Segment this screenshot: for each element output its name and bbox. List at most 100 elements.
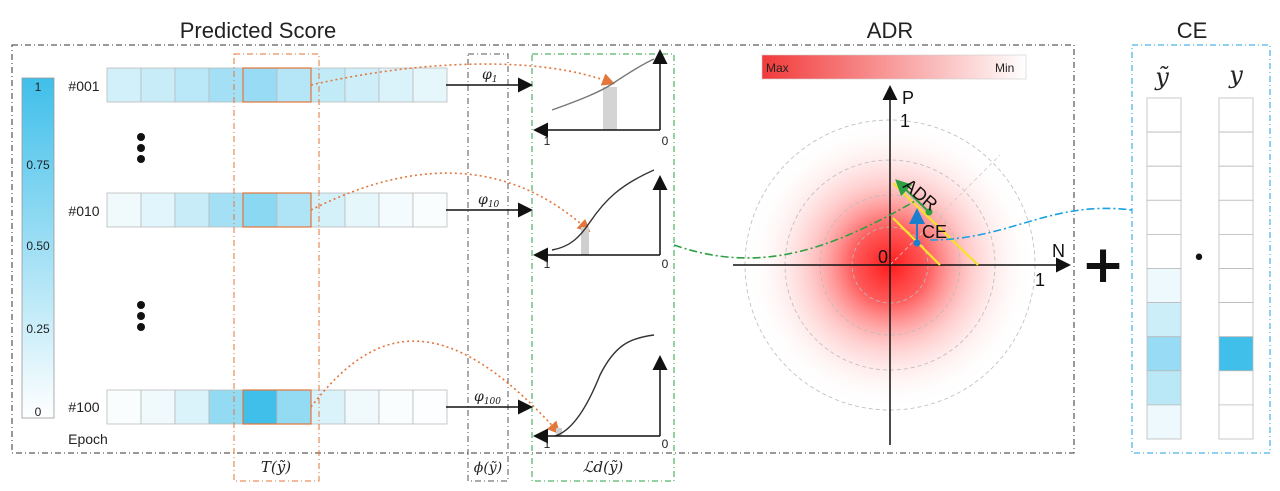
score-cell [242,192,278,228]
prediction-cell [1146,131,1182,167]
prediction-cell [1146,404,1182,440]
score-cell [412,389,448,425]
score-cell [106,67,142,103]
score-cell [106,389,142,425]
plus-operator: + [1081,235,1125,295]
ytilde-label: ỹ [1154,63,1169,91]
score-cell [174,389,210,425]
score-cell [140,67,176,103]
score-cell [242,389,278,425]
n-one-label: 1 [1035,270,1045,290]
mapping-curve [310,63,615,86]
predicted-score-title: Predicted Score [180,18,337,43]
prediction-cell [1146,268,1182,303]
phi-frame [467,53,509,482]
adr-arrow [895,179,930,213]
score-cell [174,192,210,228]
ce-point [913,239,921,247]
score-cell [310,389,346,425]
mini-plot-010: 1 0 [533,169,669,271]
score-cell [344,67,380,103]
mini-plot-001: 1 0 [533,49,669,148]
score-cell [412,192,448,228]
ellipsis-dots [137,133,145,331]
prediction-cell [1146,233,1182,269]
score-cell [208,67,244,103]
ld-label: ℒd(ỹ) [583,458,624,476]
mini-x-right: 0 [662,257,669,271]
score-cell [174,67,210,103]
mini-plot-100: 1 0 [533,334,669,451]
target-label: T(ỹ) [261,458,291,476]
colorbar-tick: 0.50 [26,239,50,253]
colorbar-tick: 0 [35,405,42,419]
p-one-label: 1 [900,111,910,131]
ce-arrow-label: CE [922,222,947,242]
yellow-line [892,182,979,266]
score-cell [344,389,380,425]
score-cell [378,389,414,425]
score-cell [276,192,312,228]
score-cell [378,67,414,103]
ce-title: CE [1177,18,1208,43]
y-label: y [1228,61,1243,89]
ytilde-column [1146,97,1182,440]
dot-operator: • [1193,246,1206,271]
colorbar-min-label: Min [995,61,1014,75]
colorbar-tick: 0.75 [26,158,50,172]
phi-1-label: φ1 [482,67,498,85]
epoch-label: #001 [68,78,99,94]
adr-link-curve [673,199,918,259]
target-frame [233,53,320,482]
label-cell [1218,336,1254,372]
colorbar-tick: 0.25 [26,322,50,336]
score-cell [310,192,346,228]
score-row-001 [106,67,448,103]
score-row-010 [106,192,448,228]
phi-label: ϕ(ỹ) [474,460,502,476]
score-cell [276,389,312,425]
score-cell [208,192,244,228]
adr-title: ADR [867,18,913,43]
label-cell [1218,370,1254,406]
phi-100-label: φ100 [474,389,501,407]
score-cell [412,67,448,103]
score-cell [276,67,312,103]
score-cell [242,67,278,103]
epoch-axis-label: Epoch [68,431,108,447]
label-cell [1218,199,1254,235]
prediction-cell [1146,370,1182,406]
mini-x-left: 1 [544,134,551,148]
prediction-cell [1146,165,1182,201]
mapping-curve [310,172,591,233]
mini-x-left: 1 [544,257,551,271]
score-cell [378,192,414,228]
origin-label: 0 [878,247,888,267]
epoch-label: #100 [68,399,99,415]
ld-frame [531,53,675,482]
score-row-100 [106,389,448,425]
prediction-cell [1146,199,1182,235]
ce-frame [1131,44,1271,454]
y-column [1218,97,1254,440]
diagonal-guide [889,154,1001,266]
score-cell [140,389,176,425]
label-cell [1218,131,1254,167]
ce-link-curve [929,207,1133,241]
score-cell [310,67,346,103]
n-axis-label: N [1052,241,1065,261]
epoch-label: #010 [68,203,99,219]
label-cell [1218,302,1254,338]
label-cell [1218,268,1254,303]
mini-x-right: 0 [662,437,669,451]
label-cell [1218,404,1254,440]
score-colorbar [21,77,55,419]
mini-x-right: 0 [662,134,669,148]
mapping-curve [310,340,561,435]
colorbar-ticks: 1 0.75 0.50 0.25 0 [26,80,50,419]
prediction-cell [1146,302,1182,338]
label-cell [1218,233,1254,269]
prediction-cell [1146,97,1182,133]
mini-x-left: 1 [544,437,551,451]
colorbar-tick: 1 [35,80,42,94]
